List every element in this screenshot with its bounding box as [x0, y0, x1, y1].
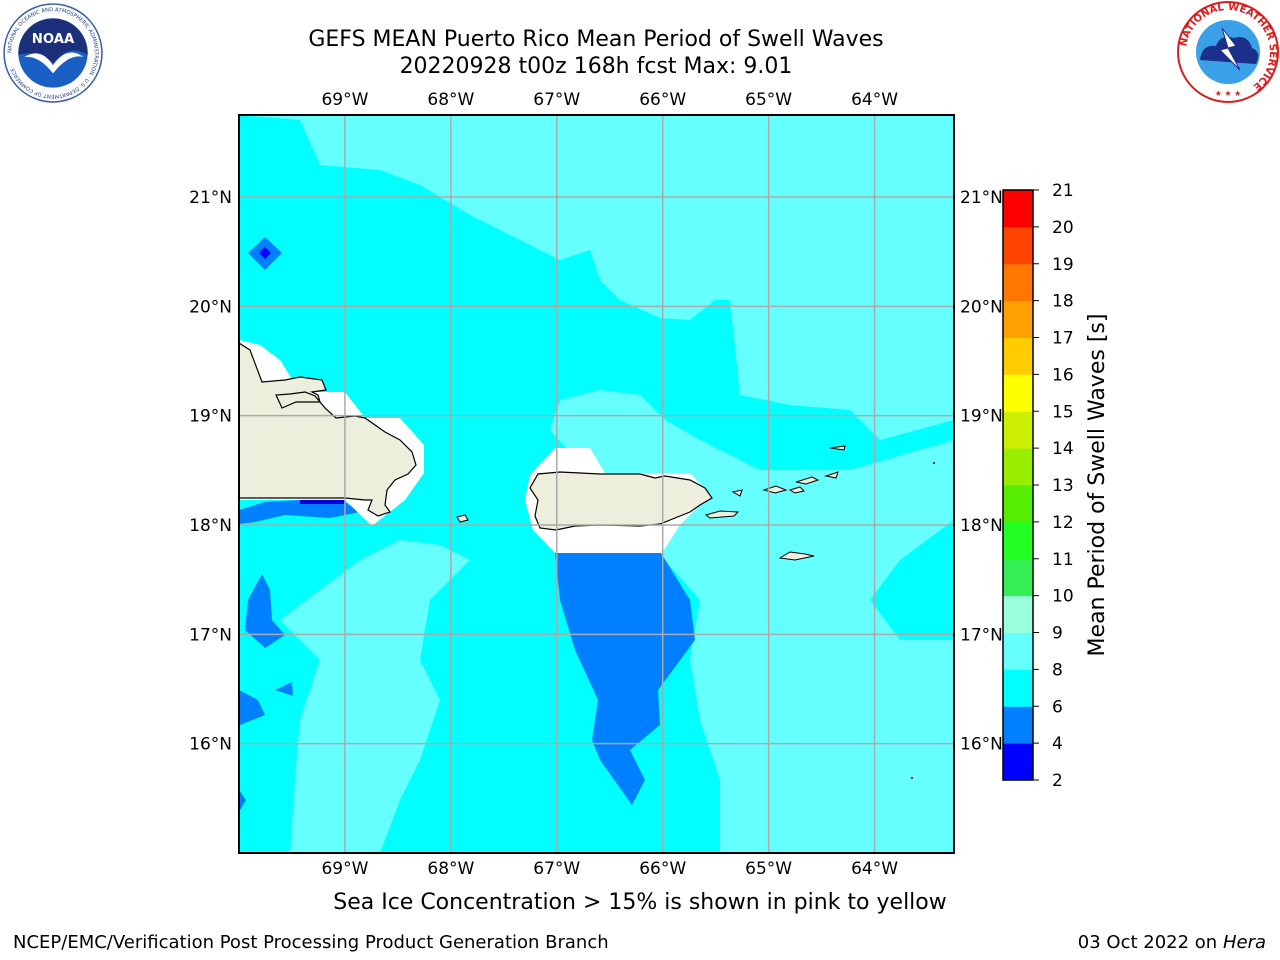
axis-labels: 69°W 69°W 68°W 68°W 67°W 67°W 66°W 66°W 65°W 65°W… [189, 90, 1003, 879]
colorbar-tick-label: 21 [1052, 181, 1074, 201]
colorbar-segment [1003, 743, 1033, 781]
lon-label-top: 68°W [427, 90, 474, 110]
lat-label-right: 21°N [960, 188, 1003, 208]
colorbar: 2 4 6 8 9 10 11 12 13 14 15 16 17 18 19 20 21 [1002, 181, 1074, 791]
lat-label-right: 16°N [960, 735, 1003, 755]
colorbar-tick-label: 18 [1052, 292, 1074, 312]
lon-label-top: 64°W [851, 90, 898, 110]
svg-text:★ ★ ★: ★ ★ ★ [1215, 89, 1242, 98]
colorbar-segment [1003, 706, 1033, 744]
noaa-logo-text: NOAA [32, 32, 75, 47]
lat-label-right: 20°N [960, 297, 1003, 317]
island-vieques [704, 510, 740, 519]
footer-branch: NCEP/EMC/Verification Post Processing Pr… [13, 932, 609, 953]
lon-label-bottom: 66°W [639, 859, 686, 879]
colorbar-segment [1003, 374, 1033, 412]
island-mona [456, 514, 469, 523]
colorbar-segment [1003, 558, 1033, 597]
colorbar-segment [1003, 337, 1033, 375]
colorbar-segment [1003, 226, 1033, 265]
gridlines [239, 115, 954, 853]
lon-label-bottom: 65°W [745, 859, 792, 879]
lon-label-bottom: 64°W [851, 859, 898, 879]
chart-title: GEFS MEAN Puerto Rico Mean Period of Swe… [308, 27, 884, 52]
colorbar-segment [1003, 521, 1033, 560]
colorbar-segment [1003, 190, 1033, 228]
lat-label-left: 16°N [189, 735, 232, 755]
footer-date: 03 Oct 2022 on Hera [1078, 932, 1266, 953]
colorbar-segment [1003, 300, 1033, 338]
lon-label-top: 67°W [533, 90, 580, 110]
colorbar-label: Mean Period of Swell Waves [s] [1085, 314, 1110, 657]
swell-period-field [239, 115, 954, 853]
contour-4-6-sw2 [239, 690, 265, 725]
colorbar-tick-label: 4 [1052, 734, 1063, 754]
colorbar-tick-label: 17 [1052, 329, 1074, 349]
lat-label-right: 18°N [960, 516, 1003, 536]
lon-label-top: 65°W [745, 90, 792, 110]
contour-2-4-hisp [300, 500, 345, 504]
lat-label-left: 20°N [189, 297, 232, 317]
colorbar-tick-label: 15 [1052, 402, 1074, 422]
map-frame [238, 114, 955, 854]
colorbar-segment [1003, 448, 1033, 486]
island-tortola [795, 476, 820, 485]
colorbar-segment [1003, 485, 1033, 523]
colorbar-tick-label: 19 [1052, 255, 1074, 275]
lat-label-left: 18°N [189, 516, 232, 536]
lon-label-bottom: 69°W [321, 859, 368, 879]
island-vg [824, 471, 839, 479]
colorbar-segment [1003, 411, 1033, 449]
colorbar-segment [1003, 669, 1033, 707]
contour-4-6-sw1 [245, 574, 285, 648]
chart-subtitle: 20220928 t00z 168h fcst Max: 9.01 [399, 54, 793, 79]
colorbar-tick-label: 20 [1052, 218, 1074, 238]
lat-label-right: 19°N [960, 407, 1003, 427]
lon-label-bottom: 67°W [533, 859, 580, 879]
footer-date-text: 03 Oct 2022 on [1077, 932, 1223, 953]
colorbar-tick-label: 11 [1052, 550, 1074, 570]
island-culebra [731, 489, 743, 497]
contour-4-6-south [555, 553, 695, 805]
colorbar-tick-label: 9 [1052, 624, 1063, 644]
lon-label-top: 69°W [321, 90, 368, 110]
island-st-thomas [762, 485, 788, 494]
lat-label-left: 17°N [189, 625, 232, 645]
lat-label-left: 19°N [189, 407, 232, 427]
nws-logo: NATIONAL WEATHER SERVICE ★ ★ ★ [1177, 1, 1279, 103]
colorbar-segment [1003, 595, 1033, 633]
contour-4-6-edge [239, 790, 246, 812]
colorbar-tick-label: 8 [1052, 660, 1063, 680]
colorbar-tick-label: 10 [1052, 587, 1074, 607]
contour-4-6-hisp [239, 500, 360, 524]
island-st-croix [778, 551, 815, 561]
sea-ice-note: Sea Ice Concentration > 15% is shown in … [333, 890, 947, 915]
footer-machine: Hera [1222, 932, 1266, 953]
colorbar-segment [1003, 632, 1033, 670]
lon-label-top: 66°W [639, 90, 686, 110]
colorbar-tick-label: 14 [1052, 439, 1074, 459]
colorbar-tick-label: 12 [1052, 513, 1074, 533]
lon-label-bottom: 68°W [427, 859, 474, 879]
contour-4-6-sw3 [275, 682, 293, 696]
contour-8-9-west [280, 540, 470, 853]
island-anegada [829, 445, 846, 451]
land-puerto-rico [529, 471, 713, 531]
colorbar-segment [1003, 263, 1033, 302]
colorbar-tick-label: 6 [1052, 697, 1063, 717]
contour-2-4-nw [259, 247, 271, 259]
lat-label-right: 17°N [960, 625, 1003, 645]
island-st-john [788, 486, 805, 494]
lat-label-left: 21°N [189, 188, 232, 208]
colorbar-tick-label: 16 [1052, 365, 1074, 385]
noaa-logo: NATIONAL OCEANIC AND ATMOSPHERIC ADMINIS… [3, 3, 103, 103]
colorbar-tick-label: 2 [1052, 771, 1063, 791]
colorbar-tick-label: 13 [1052, 476, 1074, 496]
